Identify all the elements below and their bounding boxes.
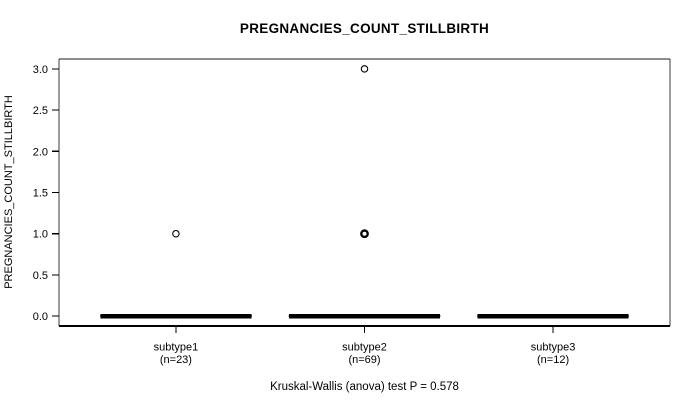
y-tick-label: 0.0: [33, 311, 48, 323]
y-tick-label: 2.5: [33, 105, 48, 117]
x-tick-sublabel: (n=12): [537, 354, 569, 366]
box-median: [289, 313, 440, 319]
y-tick-label: 2.0: [33, 146, 48, 158]
y-axis-title: PREGNANCIES_COUNT_STILLBIRTH: [3, 95, 15, 289]
x-tick-label: subtype2: [342, 342, 387, 354]
x-tick-sublabel: (n=23): [160, 354, 192, 366]
chart-title: PREGNANCIES_COUNT_STILLBIRTH: [239, 21, 490, 36]
stat-annotation: Kruskal-Wallis (anova) test P = 0.578: [270, 381, 459, 393]
y-tick-label: 1.0: [33, 229, 48, 241]
box-median: [477, 313, 629, 319]
x-tick-sublabel: (n=69): [348, 354, 380, 366]
y-tick-label: 3.0: [33, 64, 48, 76]
y-tick-label: 0.5: [33, 270, 48, 282]
outlier-point: [360, 229, 369, 239]
y-tick-label: 1.5: [33, 188, 48, 200]
outlier-point: [172, 229, 180, 238]
box-median: [100, 313, 252, 319]
x-tick-label: subtype1: [154, 342, 199, 354]
x-tick-label: subtype3: [531, 342, 576, 354]
outlier-point: [360, 65, 369, 73]
